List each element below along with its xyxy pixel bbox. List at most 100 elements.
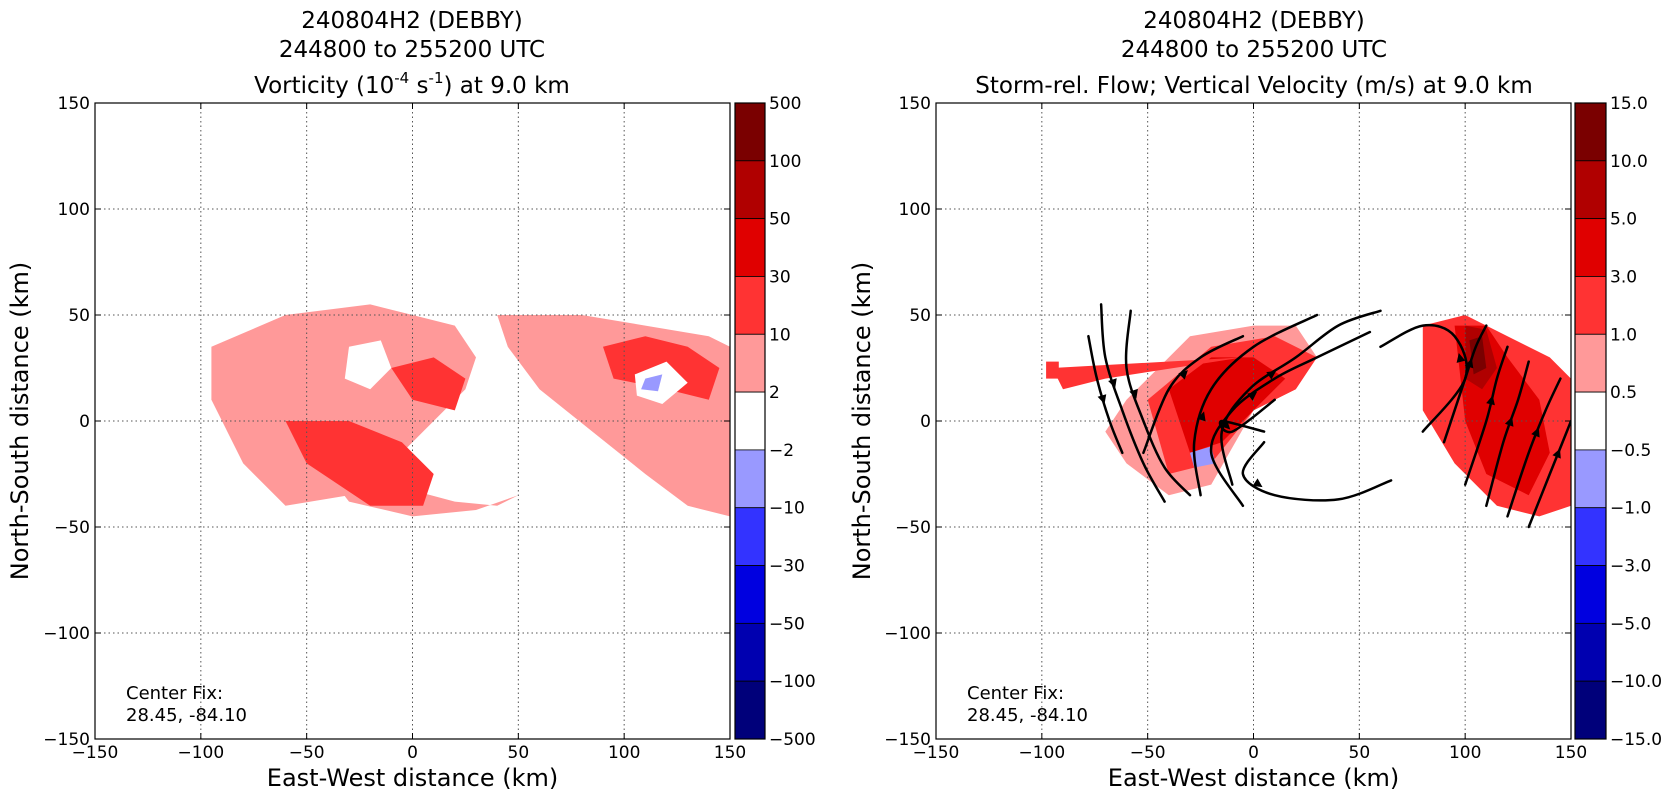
streamline-3 <box>1124 309 1192 497</box>
streamline-9 <box>1241 440 1393 502</box>
streamline-10 <box>1379 323 1469 433</box>
colorbar-label: 5.0 <box>1610 210 1637 230</box>
colorbar-label: 500 <box>769 94 801 114</box>
colorbar-label: −3.0 <box>1610 557 1651 577</box>
x-axis-label: East-West distance (km) <box>267 764 558 792</box>
streamline-arrow-14 <box>1531 427 1540 438</box>
x-tick-label: 150 <box>714 743 746 763</box>
contour-region-8 <box>634 361 688 404</box>
y-tick-label: −150 <box>43 730 90 750</box>
colorbar-segment <box>1574 507 1607 566</box>
colorbar-label: −500 <box>769 730 816 750</box>
x-tick-label: −100 <box>177 743 224 763</box>
colorbar: 500 100 50 30 10 2 −2 −10 −30 −50 −100 −500 <box>734 94 816 750</box>
colorbar-segment <box>734 218 766 277</box>
streamline-arrow-4 <box>1178 370 1188 380</box>
chart-panel-2: −150 −100 −50 0 50 100 150 −150 −100 −50 0 50 100 150… <box>848 8 1662 792</box>
streamline-arrow-1 <box>1097 394 1107 405</box>
colorbar-label: −10 <box>769 499 805 519</box>
colorbar-label: 2 <box>769 383 780 403</box>
y-tick-label: −100 <box>43 624 90 644</box>
colorbar-segment <box>1574 391 1607 451</box>
colorbar-segment <box>734 333 766 393</box>
streamline-5 <box>1192 313 1319 497</box>
y-tick-label: 150 <box>899 94 931 114</box>
colorbar-label: −15.0 <box>1610 730 1662 750</box>
colorbar-label: −50 <box>769 614 805 634</box>
x-axis-label: East-West distance (km) <box>1108 764 1399 792</box>
contour-region-9 <box>641 374 663 392</box>
y-tick-label: 150 <box>58 94 90 114</box>
x-tick-label: 100 <box>1449 743 1481 763</box>
x-tick-label: 0 <box>1248 743 1259 763</box>
title-line-2: 244800 to 255200 UTC <box>279 37 545 63</box>
center-fix-annotation: Center Fix: <box>967 683 1064 704</box>
colorbar-label: −2 <box>769 441 794 461</box>
contour-fill-group <box>211 304 730 517</box>
colorbar-label: 1.0 <box>1610 325 1637 345</box>
y-axis-label: North-South distance (km) <box>6 262 34 581</box>
title-part-2: -4 <box>394 69 409 87</box>
x-tick-label: 100 <box>608 743 640 763</box>
title-part-4: -1 <box>429 69 444 87</box>
colorbar-label: −10.0 <box>1610 672 1662 692</box>
streamline-arrow-8 <box>1220 419 1231 430</box>
colorbar-segment <box>1574 276 1607 335</box>
chart-title: Vorticity (10-4 s-1) at 9.0 km <box>254 69 570 99</box>
colorbar-segment <box>734 276 766 335</box>
colorbar-segment <box>734 102 766 162</box>
colorbar-segment <box>1574 218 1607 277</box>
colorbar-segment <box>1574 102 1607 162</box>
x-tick-label: −50 <box>289 743 325 763</box>
colorbar-label: −30 <box>769 557 805 577</box>
contour-region-6 <box>391 357 466 411</box>
title-part-1: Storm-rel. Flow; Vertical Velocity (m/s)… <box>975 73 1533 99</box>
streamline-arrow-11 <box>1464 358 1474 369</box>
x-tick-label: −150 <box>913 743 960 763</box>
title-part-5: ) at 9.0 km <box>444 73 570 99</box>
colorbar-label: −100 <box>769 672 816 692</box>
title-line-1: 240804H2 (DEBBY) <box>301 8 523 34</box>
y-tick-label: 0 <box>79 412 90 432</box>
y-tick-label: 0 <box>920 412 931 432</box>
colorbar-label: 10.0 <box>1610 152 1648 172</box>
streamline-arrow-2 <box>1108 378 1117 389</box>
colorbar-segment <box>1574 449 1607 509</box>
y-tick-label: −50 <box>895 518 931 538</box>
contour-region-7 <box>344 340 392 390</box>
colorbar-label: 0.5 <box>1610 383 1637 403</box>
contour-region-9 <box>1052 357 1243 390</box>
x-tick-label: −100 <box>1018 743 1065 763</box>
center-fix-annotation: Center Fix: <box>126 683 223 704</box>
streamline-arrow-10 <box>1456 353 1466 363</box>
streamline-2 <box>1099 303 1166 503</box>
colorbar-segment <box>734 160 766 220</box>
streamline-arrow-5 <box>1197 411 1206 422</box>
colorbar-label: 50 <box>769 210 791 230</box>
colorbar-frame <box>1574 102 1607 740</box>
streamline-arrow-3 <box>1129 388 1138 399</box>
contour-region-3 <box>1168 357 1286 453</box>
colorbar-label: 15.0 <box>1610 94 1648 114</box>
streamline-arrow-9 <box>1252 478 1263 488</box>
contour-region-1 <box>211 304 476 506</box>
streamline-arrow-6 <box>1266 370 1277 380</box>
colorbar-label: 10 <box>769 325 791 345</box>
colorbar-segment <box>734 391 766 451</box>
y-tick-label: −100 <box>884 624 931 644</box>
colorbar-label: −5.0 <box>1610 614 1651 634</box>
x-tick-label: 50 <box>508 743 530 763</box>
title-line-2: 244800 to 255200 UTC <box>1121 37 1387 63</box>
tick-group: −150 −100 −50 0 50 100 150 −150 −100 −50 0 50 100 150 <box>43 94 746 763</box>
colorbar-segment <box>1574 160 1607 220</box>
colorbar-segment <box>734 449 766 509</box>
title-line-1: 240804H2 (DEBBY) <box>1143 8 1365 34</box>
colorbar-label: 3.0 <box>1610 267 1637 287</box>
streamline-arrow-13 <box>1504 416 1514 427</box>
contour-region-7 <box>1469 336 1487 375</box>
center-fix-annotation: 28.45, -84.10 <box>967 705 1088 726</box>
y-tick-label: −150 <box>884 730 931 750</box>
y-tick-label: 50 <box>909 306 931 326</box>
streamline-arrow-15 <box>1552 448 1561 459</box>
